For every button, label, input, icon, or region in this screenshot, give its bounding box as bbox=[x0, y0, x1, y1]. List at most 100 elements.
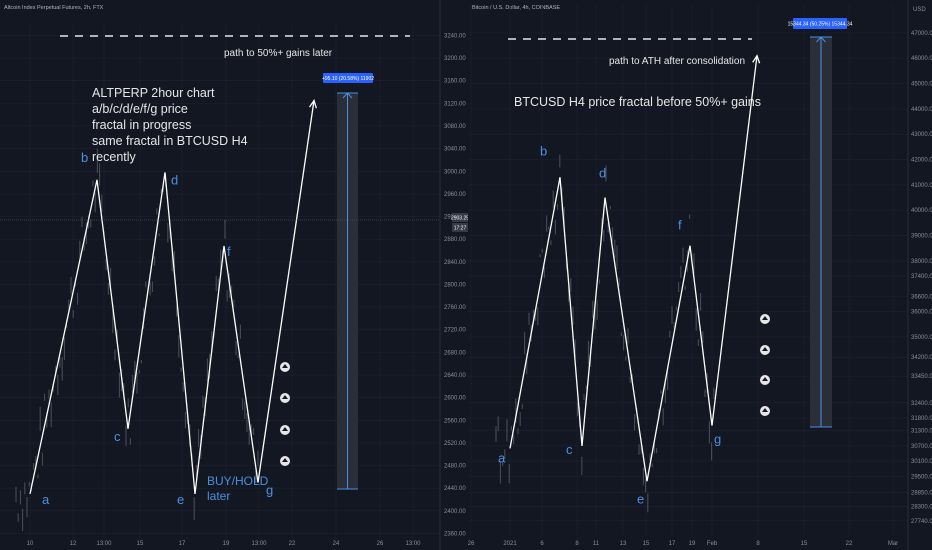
zigzag-arrow-icon bbox=[752, 54, 761, 64]
x-tick-label: 6 bbox=[540, 541, 544, 547]
y-tick-label: 44000.00 bbox=[911, 107, 932, 113]
wave-label-b: b bbox=[540, 143, 547, 158]
left-target-text: path to 50%+ gains later bbox=[224, 48, 333, 59]
y-tick-label: 3080.00 bbox=[444, 124, 466, 130]
y-tick-label: 45000.00 bbox=[911, 82, 932, 88]
y-tick-label: 2480.00 bbox=[444, 464, 466, 470]
right-chart-panel: Bitcoin / U.S. Dollar, 4h, COINBASE path… bbox=[468, 0, 908, 550]
wave-label-g: g bbox=[266, 483, 273, 498]
left-heading-line-1: ALTPERP 2hour chart bbox=[92, 86, 215, 100]
left-measure-label: +95.10 (20.58%) 11902 bbox=[322, 76, 374, 82]
y-tick-label: 30700.00 bbox=[911, 444, 932, 450]
y-tick-label: 2400.00 bbox=[444, 509, 466, 515]
left-heading: ALTPERP 2hour chart a/b/c/d/e/f/g price … bbox=[92, 86, 248, 164]
y-tick-label: 30100.00 bbox=[911, 459, 932, 465]
x-tick-label: 15 bbox=[137, 541, 144, 547]
y-tick-label: 3120.00 bbox=[444, 101, 466, 107]
buy-hold-line-2: later bbox=[207, 489, 230, 503]
wave-label-b: b bbox=[81, 150, 88, 165]
y-tick-label: 40000.00 bbox=[911, 208, 932, 214]
right-y-ticks: 47000.00 46000.00 45000.00 44000.00 43000.00… bbox=[911, 31, 932, 525]
x-tick-label: 13:00 bbox=[96, 541, 112, 547]
x-tick-label: 15 bbox=[801, 541, 808, 547]
y-tick-label: 2560.00 bbox=[444, 418, 466, 424]
wave-label-c: c bbox=[566, 442, 573, 457]
left-price-scale-bg bbox=[440, 0, 468, 550]
right-heading: BTCUSD H4 price fractal before 50%+ gain… bbox=[514, 95, 761, 109]
up-arrow-icon bbox=[280, 425, 290, 435]
y-tick-label: 38000.00 bbox=[911, 259, 932, 265]
x-tick-label: 2021 bbox=[503, 541, 517, 547]
y-tick-label: 46000.00 bbox=[911, 56, 932, 62]
right-zigzag: a b c d e f g bbox=[498, 54, 761, 506]
y-tick-label: 28850.00 bbox=[911, 491, 932, 497]
x-tick-label: 26 bbox=[468, 541, 475, 547]
right-y-axis-label: USD bbox=[913, 7, 926, 13]
left-countdown-label: 17:27 bbox=[454, 226, 467, 232]
left-countdown-box bbox=[452, 223, 468, 232]
right-price-scale-bg bbox=[908, 0, 932, 550]
right-x-axis: 26 2021 6 8 11 13 15 17 19 Feb 8 15 22 Mar bbox=[468, 541, 899, 547]
x-tick-label: 17 bbox=[669, 541, 676, 547]
y-tick-label: 36000.00 bbox=[911, 310, 932, 316]
up-arrow-icon bbox=[760, 345, 770, 355]
left-arrow-markers bbox=[280, 362, 290, 466]
up-arrow-icon bbox=[760, 406, 770, 416]
zigzag-path bbox=[29, 100, 315, 495]
y-tick-label: 31800.00 bbox=[911, 416, 932, 422]
x-tick-label: 10 bbox=[27, 541, 34, 547]
x-tick-label: 8 bbox=[575, 541, 579, 547]
x-tick-label: 15 bbox=[643, 541, 650, 547]
y-tick-label: 41000.00 bbox=[911, 183, 932, 189]
wave-label-f: f bbox=[678, 218, 682, 233]
y-tick-label: 2520.00 bbox=[444, 441, 466, 447]
x-tick-label: 12 bbox=[70, 541, 77, 547]
y-tick-label: 39000.00 bbox=[911, 234, 932, 240]
wave-label-a: a bbox=[42, 492, 50, 507]
left-measure-arrow-icon bbox=[342, 92, 353, 99]
y-tick-label: 2840.00 bbox=[444, 260, 466, 266]
y-tick-label: 3200.00 bbox=[444, 56, 466, 62]
x-tick-label: 22 bbox=[289, 541, 296, 547]
right-measure-label: 15344.34 (50.25%) 15344.34 bbox=[788, 22, 853, 28]
left-chart-panel: Altcoin Index Perpetual Futures, 2h, FTX… bbox=[0, 0, 440, 550]
y-tick-label: 28300.00 bbox=[911, 505, 932, 511]
left-heading-line-5: recently bbox=[92, 150, 137, 164]
up-arrow-icon bbox=[280, 456, 290, 466]
y-tick-label: 2640.00 bbox=[444, 373, 466, 379]
right-target-text: path to ATH after consolidation bbox=[609, 56, 745, 67]
right-price-scale: USD 47000.00 46000.00 45000.00 44000.00 4300… bbox=[907, 0, 932, 550]
y-tick-label: 27740.00 bbox=[911, 519, 932, 525]
y-tick-label: 2360.00 bbox=[444, 531, 466, 537]
x-tick-label: 13:00 bbox=[405, 541, 421, 547]
x-tick-label: 11 bbox=[593, 541, 600, 547]
y-tick-label: 2680.00 bbox=[444, 350, 466, 356]
buy-hold-line-1: BUY/HOLD bbox=[207, 474, 269, 488]
left-measure-tool: +95.10 (20.58%) 11902 bbox=[322, 73, 374, 490]
up-arrow-icon bbox=[280, 362, 290, 372]
left-price-scale: 2360.00 2400.00 2440.00 2480.00 2520.00 2560.… bbox=[439, 0, 469, 550]
x-tick-label: 22 bbox=[846, 541, 853, 547]
y-tick-label: 2800.00 bbox=[444, 282, 466, 288]
left-heading-line-2: a/b/c/d/e/f/g price bbox=[92, 102, 188, 116]
y-tick-label: 2440.00 bbox=[444, 486, 466, 492]
zigzag-path bbox=[509, 55, 758, 482]
right-measure-arrow-icon bbox=[816, 36, 826, 43]
left-buy-hold-text: BUY/HOLD later bbox=[207, 474, 269, 503]
up-arrow-icon bbox=[760, 314, 770, 324]
wave-label-f: f bbox=[227, 244, 231, 259]
wave-label-a: a bbox=[498, 450, 506, 465]
wave-label-e: e bbox=[637, 491, 644, 506]
y-tick-label: 34200.00 bbox=[911, 355, 932, 361]
y-tick-label: 3240.00 bbox=[444, 33, 466, 39]
wave-label-c: c bbox=[114, 429, 121, 444]
left-x-axis: 10 12 13:00 15 17 19 13:00 22 24 26 13:00 bbox=[27, 541, 422, 547]
y-tick-label: 3040.00 bbox=[444, 147, 466, 153]
x-tick-label: Feb bbox=[707, 541, 718, 547]
y-tick-label: 29500.00 bbox=[911, 474, 932, 480]
y-tick-label: 33450.00 bbox=[911, 374, 932, 380]
left-last-price-label: 2903.25 bbox=[451, 216, 469, 222]
up-arrow-icon bbox=[760, 375, 770, 385]
zigzag-arrow-icon bbox=[308, 99, 318, 109]
